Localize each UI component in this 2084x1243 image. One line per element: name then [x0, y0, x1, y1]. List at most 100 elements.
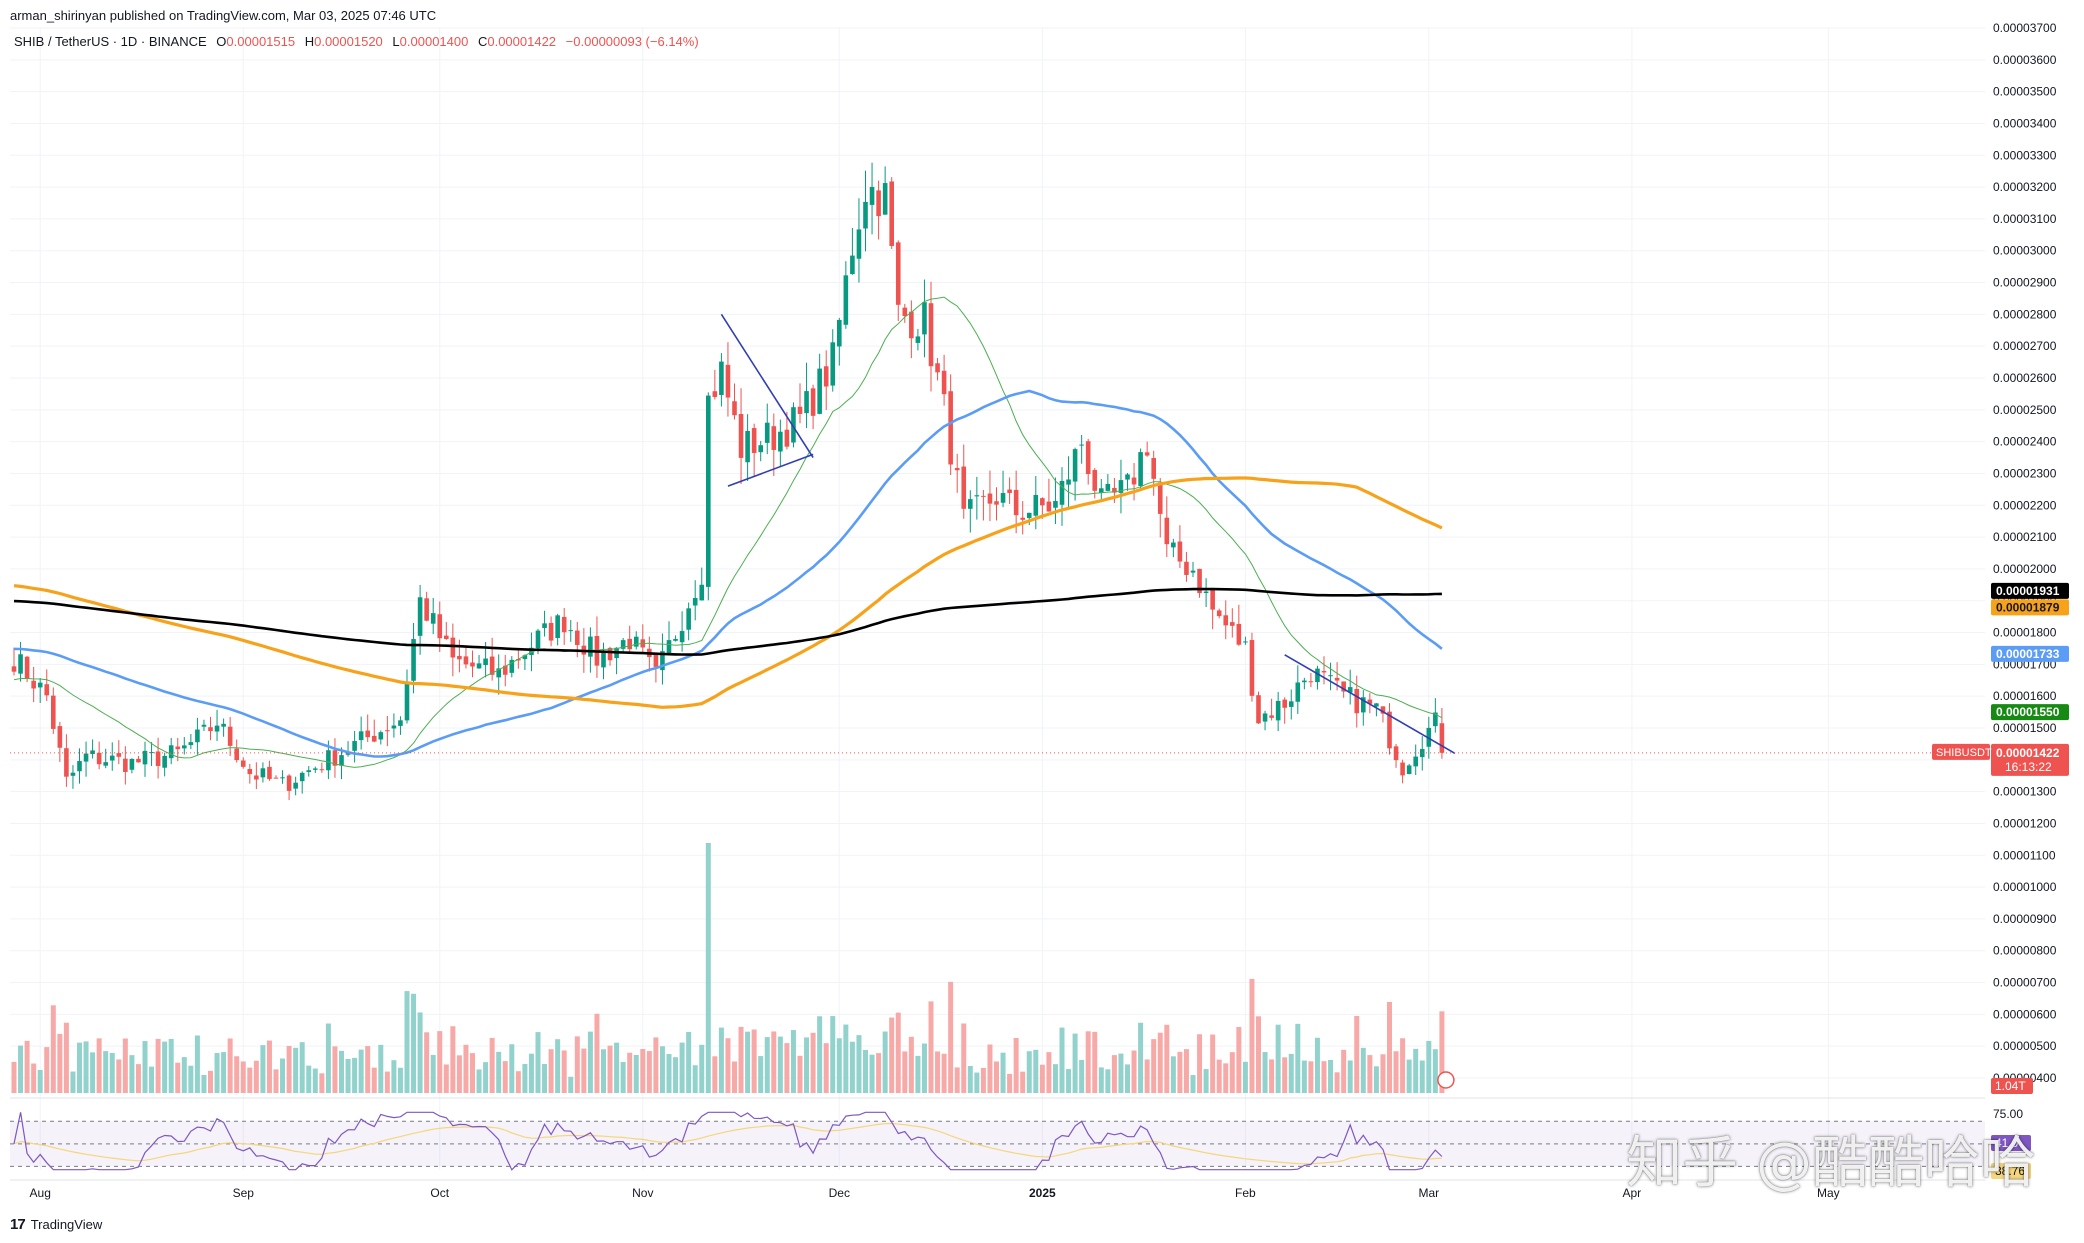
volume-bar	[1079, 1059, 1085, 1093]
candle-body	[96, 752, 102, 765]
volume-bar	[1125, 1064, 1130, 1093]
volume-bar	[352, 1057, 358, 1093]
candle-body	[1413, 756, 1418, 767]
time-tick-label: Mar	[1418, 1186, 1439, 1200]
volume-bar	[948, 981, 954, 1093]
volume-bar	[371, 1067, 377, 1093]
candle-body	[326, 750, 331, 771]
candle-body	[941, 370, 947, 395]
volume-bar	[1138, 1022, 1144, 1093]
volume-bar	[594, 1013, 600, 1093]
candle-body	[555, 615, 560, 639]
price-tick-label: 0.00002300	[1993, 466, 2057, 480]
candle-body	[136, 758, 141, 763]
volume-bar	[587, 1031, 593, 1093]
candle-body	[1400, 762, 1405, 776]
candle-body	[509, 659, 515, 673]
price-tags: 0.00001931 0.00001879 0.00001733 0.00001550…	[1437, 582, 2069, 1179]
time-axis[interactable]: Aug Sep Oct Nov Dec 2025 Feb Mar Apr May	[30, 1186, 1840, 1200]
volume-bar	[181, 1057, 187, 1093]
volume-bar	[37, 1070, 43, 1093]
candle-body	[1321, 671, 1327, 673]
candle-body	[142, 750, 148, 765]
candle-body	[24, 656, 30, 679]
candle-body	[424, 598, 429, 621]
candle-body	[1171, 542, 1176, 548]
volume-bar	[1157, 1032, 1163, 1093]
volume-bar	[974, 1072, 980, 1093]
candle-body	[51, 695, 56, 729]
candle-body	[948, 391, 953, 465]
volume-bar	[1026, 1051, 1032, 1093]
volume-bar	[1419, 1060, 1425, 1093]
candle-body	[1236, 623, 1242, 645]
candle-body	[1157, 482, 1163, 514]
candle-body	[1131, 477, 1137, 485]
lightning-icon[interactable]	[1437, 1071, 1455, 1089]
volume-bar	[1105, 1069, 1111, 1093]
candle-body	[601, 650, 606, 668]
time-tick-label: Aug	[30, 1186, 51, 1200]
volume-bar	[1295, 1023, 1301, 1093]
candle-body	[1269, 715, 1274, 718]
volume-bar	[1144, 1059, 1150, 1093]
candle-body	[1328, 675, 1333, 677]
candle-body	[463, 656, 469, 665]
candle-body	[273, 777, 279, 779]
volume-bar	[162, 1041, 168, 1093]
volume-bar	[332, 1046, 338, 1093]
volume-bar	[810, 1032, 816, 1093]
candle-body	[57, 726, 63, 748]
volume-bar	[1249, 978, 1255, 1093]
volume-bar	[1308, 1061, 1314, 1093]
volume-bar	[109, 1052, 115, 1093]
rsi-line	[13, 1111, 1443, 1171]
candle-body	[830, 342, 836, 386]
candle-body	[365, 730, 370, 738]
volume-bar	[221, 1052, 227, 1093]
volume-bar	[24, 1040, 30, 1093]
price-tick-label: 0.00002800	[1993, 307, 2057, 321]
price-tick-label: 0.00003200	[1993, 180, 2057, 194]
symbol-title[interactable]: SHIB / TetherUS · 1D · BINANCE	[14, 34, 207, 49]
volume-bar	[1347, 1060, 1353, 1093]
candle-body	[1118, 480, 1124, 493]
candle-body	[457, 655, 462, 660]
volume-bar	[201, 1074, 207, 1093]
ma200-tag-bg	[1991, 582, 2069, 599]
candle-body	[568, 630, 574, 632]
candle-body	[195, 729, 200, 743]
volume-bar	[450, 1026, 456, 1093]
candle-body	[77, 761, 82, 772]
candle-body	[1046, 501, 1052, 512]
price-axis[interactable]: 0.00003700 0.00003600 0.00003500 0.00003400…	[1993, 21, 2057, 1121]
volume-bar	[437, 1031, 443, 1093]
candle-body	[260, 768, 266, 778]
volume-bar	[149, 1066, 155, 1093]
volume-bar	[496, 1051, 502, 1093]
volume-bar	[424, 1032, 430, 1093]
price-tick-label: 0.00002000	[1993, 562, 2057, 576]
footer-brand[interactable]: TradingView	[30, 1217, 103, 1232]
candle-body	[116, 753, 122, 757]
candle-body	[1380, 706, 1386, 714]
volume-bar	[253, 1060, 259, 1093]
price-tick-label: 0.00003700	[1993, 21, 2057, 35]
candle-body	[299, 772, 305, 782]
volume-bar	[574, 1036, 580, 1093]
candle-body	[240, 760, 246, 767]
ma50-tag-bg	[1991, 645, 2069, 662]
volume-bar	[1439, 1011, 1445, 1093]
candle-body	[895, 242, 901, 305]
candle-body	[1361, 697, 1366, 713]
volume-bar	[954, 1067, 960, 1093]
volume-bar	[817, 1016, 823, 1093]
volume-bar	[483, 1062, 489, 1093]
candle-body	[660, 651, 665, 671]
tradingview-logo-icon[interactable]: 17	[10, 1216, 26, 1233]
volume-bar	[882, 1031, 888, 1093]
candle-body	[1138, 452, 1143, 486]
volume-tag: 1.04T	[1995, 1079, 2026, 1093]
volume-bar	[77, 1042, 82, 1093]
